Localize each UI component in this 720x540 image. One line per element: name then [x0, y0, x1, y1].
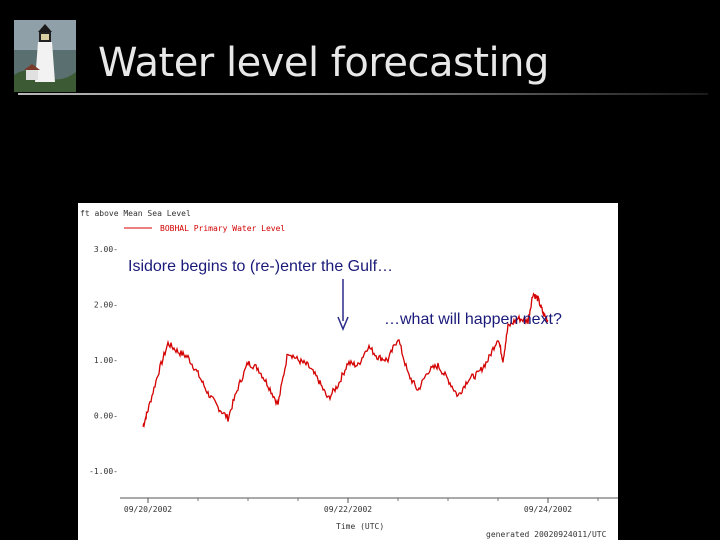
y-tick-label: 1.00-: [94, 356, 118, 365]
y-axis-label: ft above Mean Sea Level: [80, 209, 191, 218]
series-line-bobhal: [142, 292, 549, 429]
water-level-chart: ft above Mean Sea Level BOBHAL Primary W…: [78, 203, 618, 540]
y-tick-label: 3.00-: [94, 245, 118, 254]
legend-label: BOBHAL Primary Water Level: [160, 224, 285, 233]
slide-title: Water level forecasting: [98, 40, 549, 86]
title-underline: [18, 93, 708, 95]
x-tick-label: 09/20/2002: [124, 505, 172, 514]
y-tick-label: 2.00-: [94, 301, 118, 310]
y-tick-label: -1.00-: [89, 467, 118, 476]
y-tick-label: 0.00-: [94, 412, 118, 421]
annotation-arrow-head: [337, 316, 349, 331]
y-ticks: 3.00- 2.00- 1.00- 0.00- -1.00-: [89, 245, 118, 476]
x-tick-label: 09/24/2002: [524, 505, 572, 514]
x-ticks: 09/20/200209/22/200209/24/200209/26/2002…: [124, 498, 599, 514]
generated-footer: generated 20020924011/UTC: [486, 530, 607, 539]
annotation-isidore: Isidore begins to (re-)enter the Gulf…: [128, 258, 393, 275]
lighthouse-icon: [14, 20, 76, 92]
chart-canvas: ft above Mean Sea Level BOBHAL Primary W…: [80, 209, 618, 539]
annotation-what-next: …what will happen next?: [384, 311, 562, 328]
x-axis-label: Time (UTC): [336, 522, 384, 531]
x-tick-label: 09/22/2002: [324, 505, 372, 514]
slide-header: Water level forecasting: [0, 0, 720, 100]
